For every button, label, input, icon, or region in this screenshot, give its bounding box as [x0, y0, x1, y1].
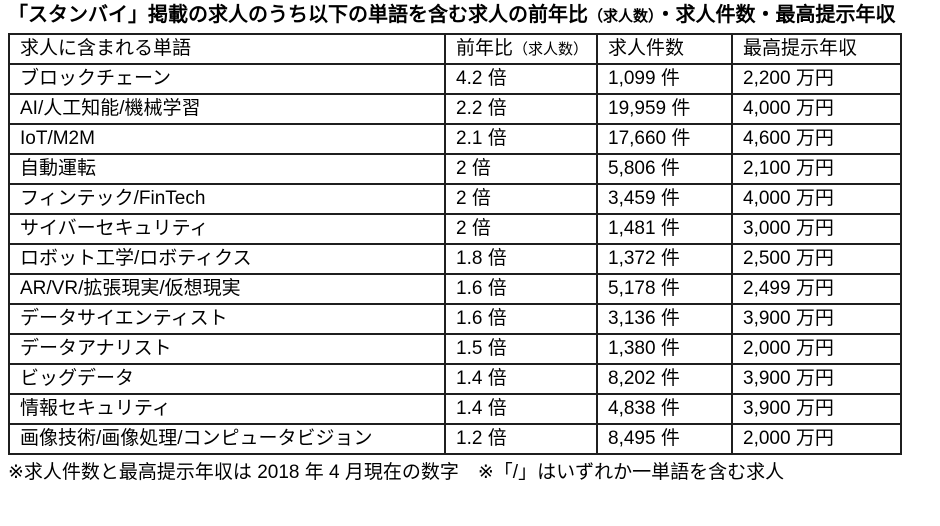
- salary-cell: 4,600 万円: [731, 123, 902, 155]
- table-row: ブロックチェーン 4.2 倍 1,099 件 2,200 万円: [8, 63, 902, 95]
- count-cell: 1,481 件: [596, 213, 733, 245]
- count-cell: 3,136 件: [596, 303, 733, 335]
- count-cell: 8,202 件: [596, 363, 733, 395]
- table-row: データアナリスト 1.5 倍 1,380 件 2,000 万円: [8, 333, 902, 365]
- count-cell: 1,099 件: [596, 63, 733, 95]
- yoy-cell: 2 倍: [444, 183, 598, 215]
- yoy-cell: 2.2 倍: [444, 93, 598, 125]
- count-cell: 1,372 件: [596, 243, 733, 275]
- word-cell: フィンテック/FinTech: [8, 183, 446, 215]
- count-cell: 3,459 件: [596, 183, 733, 215]
- yoy-cell: 2.1 倍: [444, 123, 598, 155]
- yoy-cell: 2 倍: [444, 213, 598, 245]
- word-cell: ロボット工学/ロボティクス: [8, 243, 446, 275]
- salary-cell: 3,900 万円: [731, 393, 902, 425]
- count-cell: 17,660 件: [596, 123, 733, 155]
- job-keywords-table: 求人に含まれる単語 前年比（求人数） 求人件数 最高提示年収 ブロックチェーン …: [8, 33, 902, 455]
- header-cell-word: 求人に含まれる単語: [8, 33, 446, 65]
- salary-cell: 2,100 万円: [731, 153, 902, 185]
- word-cell: 情報セキュリティ: [8, 393, 446, 425]
- word-cell: ビッグデータ: [8, 363, 446, 395]
- salary-cell: 3,000 万円: [731, 213, 902, 245]
- table-row: データサイエンティスト 1.6 倍 3,136 件 3,900 万円: [8, 303, 902, 335]
- header-yoy-sub: （求人数）: [513, 40, 589, 58]
- salary-cell: 2,499 万円: [731, 273, 902, 305]
- yoy-cell: 1.4 倍: [444, 393, 598, 425]
- table-row: 情報セキュリティ 1.4 倍 4,838 件 3,900 万円: [8, 393, 902, 425]
- yoy-cell: 4.2 倍: [444, 63, 598, 95]
- salary-cell: 3,900 万円: [731, 303, 902, 335]
- yoy-cell: 1.5 倍: [444, 333, 598, 365]
- salary-cell: 2,000 万円: [731, 423, 902, 455]
- table-row: フィンテック/FinTech 2 倍 3,459 件 4,000 万円: [8, 183, 902, 215]
- yoy-cell: 1.2 倍: [444, 423, 598, 455]
- header-cell-count: 求人件数: [596, 33, 733, 65]
- table-row: AI/人工知能/機械学習 2.2 倍 19,959 件 4,000 万円: [8, 93, 902, 125]
- salary-cell: 2,500 万円: [731, 243, 902, 275]
- word-cell: 自動運転: [8, 153, 446, 185]
- word-cell: 画像技術/画像処理/コンピュータビジョン: [8, 423, 446, 455]
- table-row: サイバーセキュリティ 2 倍 1,481 件 3,000 万円: [8, 213, 902, 245]
- page-title-tail: ・求人件数・最高提示年収: [655, 4, 896, 26]
- count-cell: 4,838 件: [596, 393, 733, 425]
- table-row: AR/VR/拡張現実/仮想現実 1.6 倍 5,178 件 2,499 万円: [8, 273, 902, 305]
- salary-cell: 3,900 万円: [731, 363, 902, 395]
- table-body: ブロックチェーン 4.2 倍 1,099 件 2,200 万円 AI/人工知能/…: [8, 63, 902, 455]
- table-row: 画像技術/画像処理/コンピュータビジョン 1.2 倍 8,495 件 2,000…: [8, 423, 902, 455]
- count-cell: 5,178 件: [596, 273, 733, 305]
- header-yoy-main: 前年比: [456, 37, 514, 59]
- word-cell: IoT/M2M: [8, 123, 446, 155]
- salary-cell: 2,200 万円: [731, 63, 902, 95]
- word-cell: AR/VR/拡張現実/仮想現実: [8, 273, 446, 305]
- yoy-cell: 2 倍: [444, 153, 598, 185]
- page-title: 「スタンバイ」掲載の求人のうち以下の単語を含む求人の前年比（求人数）・求人件数・…: [8, 2, 940, 30]
- count-cell: 8,495 件: [596, 423, 733, 455]
- table-row: ビッグデータ 1.4 倍 8,202 件 3,900 万円: [8, 363, 902, 395]
- yoy-cell: 1.8 倍: [444, 243, 598, 275]
- yoy-cell: 1.6 倍: [444, 303, 598, 335]
- count-cell: 5,806 件: [596, 153, 733, 185]
- yoy-cell: 1.6 倍: [444, 273, 598, 305]
- table-row: ロボット工学/ロボティクス 1.8 倍 1,372 件 2,500 万円: [8, 243, 902, 275]
- salary-cell: 4,000 万円: [731, 93, 902, 125]
- salary-cell: 2,000 万円: [731, 333, 902, 365]
- footnote: ※求人件数と最高提示年収は 2018 年 4 月現在の数字 ※「/」はいずれか一…: [8, 462, 785, 483]
- count-cell: 1,380 件: [596, 333, 733, 365]
- table-header-row: 求人に含まれる単語 前年比（求人数） 求人件数 最高提示年収: [8, 33, 902, 65]
- table-row: IoT/M2M 2.1 倍 17,660 件 4,600 万円: [8, 123, 902, 155]
- header-cell-salary: 最高提示年収: [731, 33, 902, 65]
- count-cell: 19,959 件: [596, 93, 733, 125]
- word-cell: ブロックチェーン: [8, 63, 446, 95]
- salary-cell: 4,000 万円: [731, 183, 902, 215]
- word-cell: サイバーセキュリティ: [8, 213, 446, 245]
- header-cell-yoy: 前年比（求人数）: [444, 33, 598, 65]
- word-cell: データアナリスト: [8, 333, 446, 365]
- word-cell: データサイエンティスト: [8, 303, 446, 335]
- yoy-cell: 1.4 倍: [444, 363, 598, 395]
- table-row: 自動運転 2 倍 5,806 件 2,100 万円: [8, 153, 902, 185]
- word-cell: AI/人工知能/機械学習: [8, 93, 446, 125]
- page-title-main: 「スタンバイ」掲載の求人のうち以下の単語を含む求人の前年比: [8, 4, 588, 26]
- page-title-paren: （求人数）: [588, 8, 656, 25]
